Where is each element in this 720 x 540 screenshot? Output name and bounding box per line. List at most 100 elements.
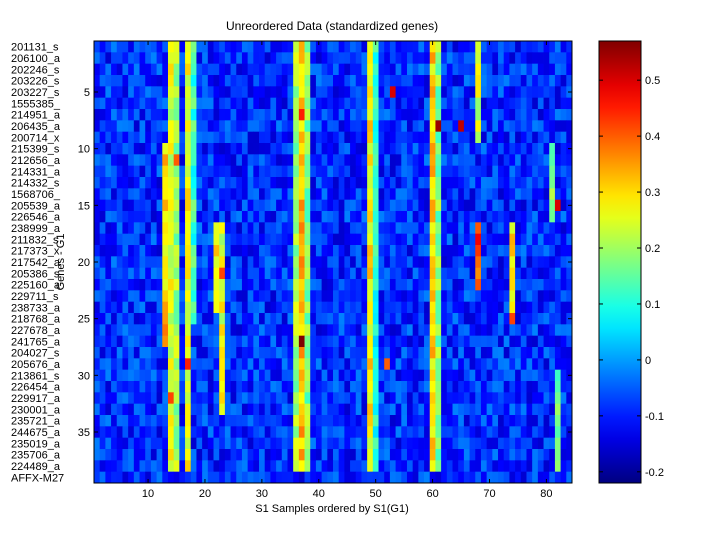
heatmap-cell — [355, 211, 362, 223]
heatmap-cell — [401, 471, 408, 484]
heatmap-cell — [452, 41, 459, 53]
heatmap-cell — [367, 222, 374, 235]
heatmap-cell — [475, 471, 482, 484]
heatmap-cell — [139, 245, 146, 257]
heatmap-cell — [367, 120, 374, 133]
heatmap-cell — [566, 267, 573, 280]
heatmap-cell — [264, 426, 271, 439]
heatmap-cell — [207, 86, 214, 99]
heatmap-cell — [389, 188, 396, 201]
heatmap-cell — [378, 415, 385, 427]
heatmap-cell — [406, 324, 414, 337]
heatmap-cell — [310, 471, 317, 484]
heatmap-cell — [503, 369, 510, 382]
heatmap-cell — [196, 267, 203, 280]
heatmap-cell — [259, 233, 266, 246]
heatmap-cell — [412, 301, 419, 314]
heatmap-cell — [179, 245, 186, 257]
heatmap-cell — [389, 199, 396, 212]
heatmap-cell — [406, 403, 414, 416]
heatmap-cell — [361, 290, 368, 303]
heatmap-cell — [355, 52, 362, 65]
heatmap-cell — [287, 245, 294, 257]
heatmap-cell — [480, 177, 488, 189]
heatmap-cell — [566, 403, 573, 416]
heatmap-cell — [185, 415, 192, 427]
y-tick-label: 10 — [78, 144, 90, 156]
heatmap-cell — [105, 188, 112, 201]
heatmap-cell — [338, 449, 345, 461]
heatmap-cell — [350, 131, 357, 144]
heatmap-cell — [554, 267, 562, 280]
heatmap-cell — [429, 369, 436, 382]
heatmap-cell — [139, 279, 146, 291]
row-label: 238733_a — [11, 302, 61, 314]
heatmap-cell — [486, 335, 493, 348]
heatmap-cell — [293, 97, 300, 110]
heatmap-cell — [179, 358, 186, 371]
heatmap-cell — [219, 199, 226, 212]
heatmap-cell — [537, 335, 544, 348]
heatmap-cell — [327, 97, 334, 110]
heatmap-cell — [560, 381, 567, 393]
heatmap-cell — [367, 335, 374, 348]
heatmap-cell — [543, 52, 550, 65]
heatmap-cell — [418, 177, 425, 189]
heatmap-cell — [469, 154, 476, 167]
heatmap-cell — [185, 449, 192, 461]
heatmap-cell — [509, 471, 516, 484]
heatmap-cell — [321, 120, 328, 133]
heatmap-cell — [253, 301, 260, 314]
heatmap-cell — [372, 245, 379, 257]
heatmap-cell — [230, 245, 237, 257]
heatmap-cell — [532, 245, 539, 257]
heatmap-cell — [133, 86, 140, 99]
heatmap-cell — [315, 245, 323, 257]
heatmap-cell — [435, 415, 442, 427]
heatmap-cell — [116, 188, 123, 201]
heatmap-cell — [219, 86, 226, 99]
heatmap-cell — [509, 75, 516, 87]
heatmap-cell — [133, 120, 140, 133]
heatmap-cell — [350, 154, 357, 167]
heatmap-cell — [253, 449, 260, 461]
heatmap-cell — [412, 143, 419, 155]
heatmap-cell — [424, 426, 431, 439]
heatmap-cell — [202, 41, 209, 53]
heatmap-cell — [515, 52, 522, 65]
heatmap-cell — [281, 52, 288, 65]
heatmap-cell — [213, 290, 220, 303]
heatmap-cell — [105, 97, 112, 110]
heatmap-cell — [367, 426, 374, 439]
heatmap-cell — [333, 347, 340, 359]
heatmap-cell — [213, 267, 220, 280]
heatmap-cell — [509, 120, 516, 133]
heatmap-cell — [367, 392, 374, 405]
heatmap-cell — [361, 301, 368, 314]
heatmap-cell — [293, 449, 300, 461]
heatmap-cell — [111, 290, 118, 303]
heatmap-cell — [378, 279, 385, 291]
heatmap-cell — [196, 437, 203, 450]
heatmap-cell — [116, 86, 123, 99]
row-label: 213861_s — [11, 370, 60, 382]
heatmap-cell — [412, 245, 419, 257]
heatmap-cell — [207, 369, 214, 382]
heatmap-cell — [321, 211, 328, 223]
heatmap-cell — [281, 313, 288, 325]
heatmap-cell — [492, 403, 499, 416]
heatmap-cell — [310, 324, 317, 337]
heatmap-cell — [554, 437, 562, 450]
heatmap-cell — [401, 120, 408, 133]
heatmap-cell — [424, 301, 431, 314]
heatmap-cell — [378, 471, 385, 484]
heatmap-cell — [492, 131, 499, 144]
heatmap-cell — [167, 120, 175, 133]
heatmap-cell — [270, 211, 277, 223]
heatmap-cell — [230, 211, 237, 223]
heatmap-cell — [213, 52, 220, 65]
heatmap-cell — [293, 437, 300, 450]
heatmap-cell — [207, 460, 214, 473]
heatmap-cell — [503, 358, 510, 371]
